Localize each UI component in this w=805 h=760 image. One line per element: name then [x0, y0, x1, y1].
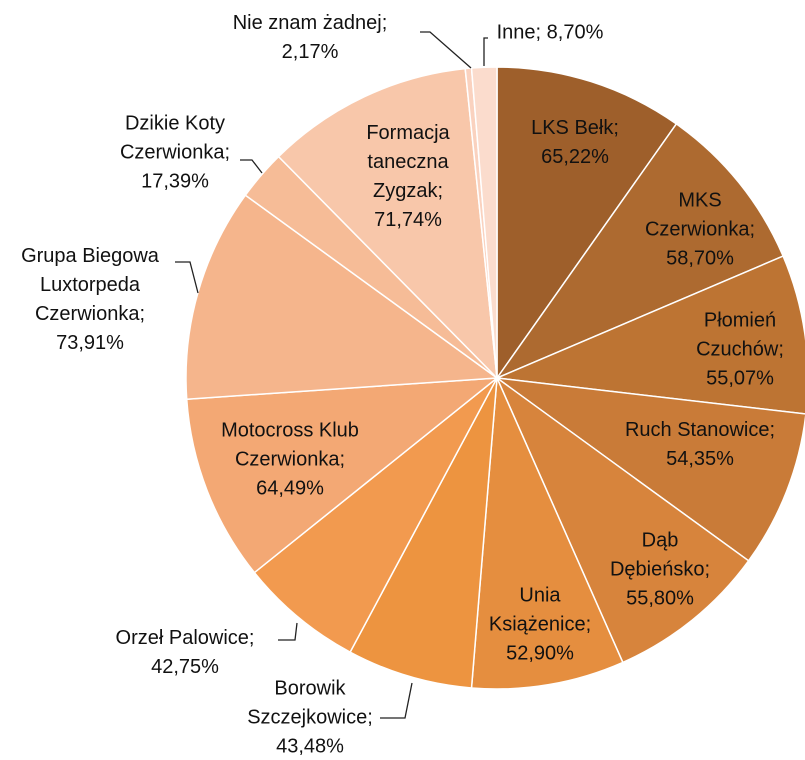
pie-slice	[349, 377, 498, 689]
pie-slice	[253, 377, 498, 654]
category-label: Ruch Stanowice;	[624, 419, 776, 441]
category-label: MKS Czerwionka;	[644, 189, 756, 241]
leader-line	[483, 37, 488, 66]
data-label: Nie znam żadnej; 2,17%	[200, 9, 420, 67]
leader-line	[278, 622, 298, 641]
data-label: Inne; 8,70%	[450, 19, 650, 48]
data-label: LKS Bełk; 65,22%	[515, 114, 635, 172]
value-label: 42,75%	[151, 656, 219, 678]
value-label: 55,80%	[626, 587, 694, 610]
pie-slice	[185, 377, 500, 574]
category-label: Motocross Klub Czerwionka;	[221, 419, 359, 471]
category-label: Orzeł Palowice;	[115, 627, 255, 649]
data-label: Grupa Biegowa Luxtorpeda Czerwionka; 73,9…	[0, 242, 180, 358]
pie-slice	[495, 375, 750, 664]
value-label: 17,39%	[141, 170, 209, 193]
leader-line	[175, 261, 199, 294]
pie-slice	[496, 66, 678, 381]
category-label: Unia Książenice;	[488, 584, 592, 636]
value-label: 58,70%	[666, 247, 734, 270]
category-label: Grupa Biegowa Luxtorpeda Czerwionka;	[21, 245, 159, 325]
value-label: 65,22%	[541, 146, 609, 168]
leader-line	[240, 159, 263, 174]
value-label: 43,48%	[276, 735, 344, 758]
value-label: 54,35%	[666, 448, 734, 470]
data-label: Orzeł Palowice; 42,75%	[85, 624, 285, 682]
category-label: Inne;	[496, 21, 542, 44]
category-label: Płomień Czuchów;	[696, 309, 784, 361]
category-label: Formacja taneczna Zygzak;	[366, 122, 450, 202]
data-label: Formacja taneczna Zygzak; 71,74%	[358, 119, 458, 235]
data-label: Płomień Czuchów; 55,07%	[690, 307, 790, 394]
category-label: Borowik Szczejkowice;	[247, 677, 373, 729]
data-label: Motocross Klub Czerwionka; 64,49%	[190, 417, 390, 504]
data-label: Dąb Dębieńsko; 55,80%	[595, 527, 725, 614]
category-label: Dąb Dębieńsko;	[609, 529, 711, 581]
leader-line	[420, 31, 472, 69]
data-label: Dzikie Koty Czerwionka; 17,39%	[105, 110, 245, 197]
data-label: Ruch Stanowice; 54,35%	[600, 416, 800, 474]
data-label: Unia Książenice; 52,90%	[475, 582, 605, 669]
value-label: 71,74%	[374, 209, 442, 231]
category-label: Dzikie Koty Czerwionka;	[119, 112, 231, 164]
category-label: LKS Bełk;	[531, 117, 619, 139]
value-label: 64,49%	[256, 477, 324, 500]
data-label: MKS Czerwionka; 58,70%	[625, 187, 775, 274]
value-label: 55,07%	[706, 367, 774, 390]
pie-slice	[470, 66, 498, 379]
value-label: 52,90%	[506, 642, 574, 665]
category-label: Nie znam żadnej;	[232, 12, 388, 34]
pie-slice	[277, 67, 498, 381]
leader-line	[380, 682, 413, 719]
value-label: 8,70%	[546, 21, 604, 44]
value-label: 73,91%	[56, 332, 124, 354]
data-label: Borowik Szczejkowice; 43,48%	[230, 675, 390, 760]
value-label: 2,17%	[281, 41, 339, 63]
pie-slice	[470, 377, 624, 690]
pie-slice	[494, 122, 785, 380]
